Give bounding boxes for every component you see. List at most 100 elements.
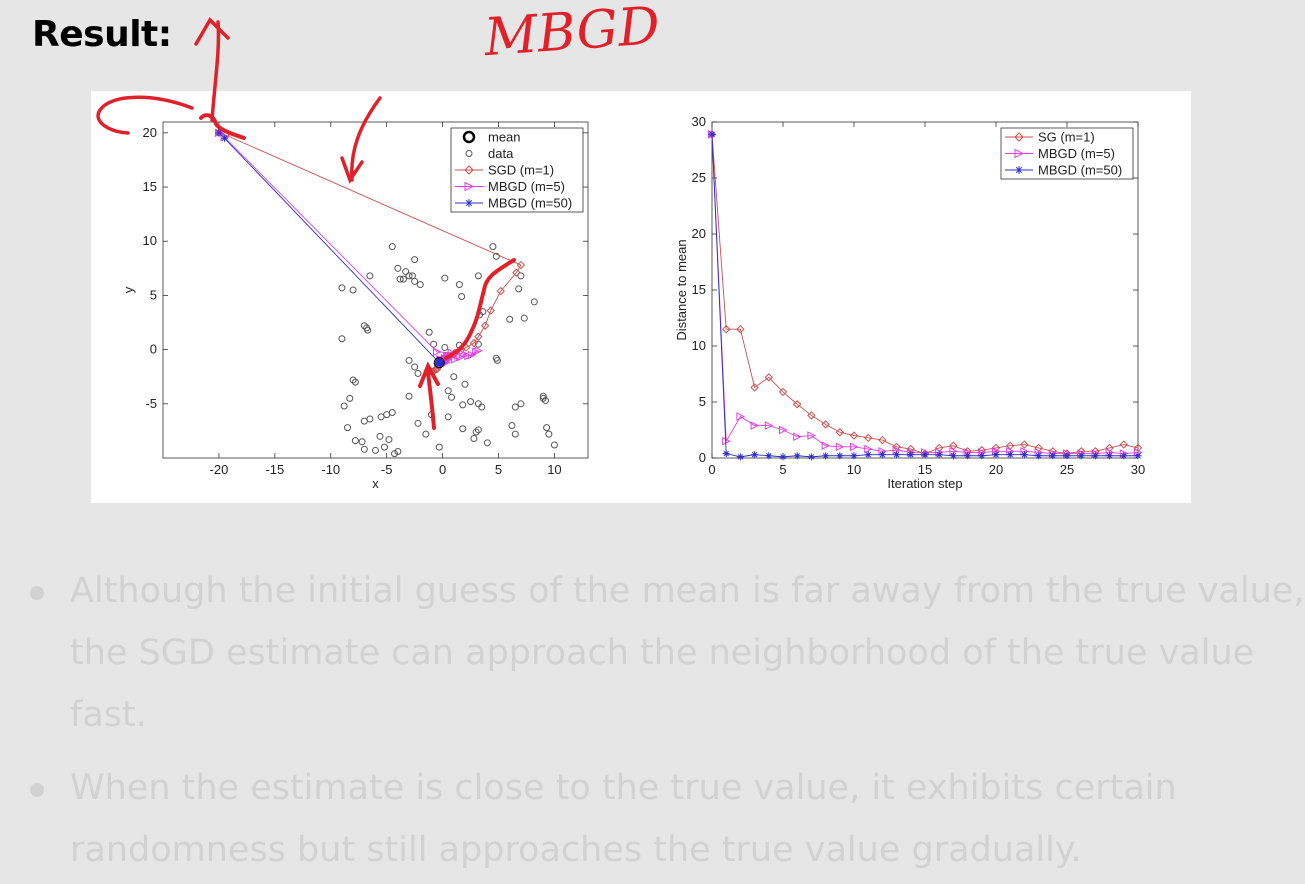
legend-label: mean [488,130,521,145]
data-point [489,243,497,251]
y-tick-label: 10 [143,233,157,248]
series-point [850,442,859,452]
data-point [444,387,452,395]
series-point [1049,452,1057,460]
legend-marker [464,181,475,192]
data-point [411,363,419,371]
data-point [411,256,419,264]
y-axis-label: y [121,286,136,293]
series-point [878,451,886,459]
series-point [807,453,815,461]
data-point [543,424,551,432]
series-point [864,451,872,459]
series-point [1105,443,1114,453]
y-tick-label: 10 [692,338,706,353]
series-point [750,421,760,430]
data-point [422,430,430,438]
data-point [376,432,384,440]
bullet-dot [30,586,44,600]
series-point [778,387,788,397]
series-point [850,452,858,460]
series-point [1020,451,1028,459]
series-point [907,451,915,459]
series-point [921,451,929,459]
data-point [550,441,558,449]
series-point [751,451,759,459]
series-point [949,452,957,460]
legend-label: SG (m=1) [1038,130,1095,145]
data-point [360,445,368,453]
result-heading: Result: [32,14,172,55]
data-point [430,340,438,348]
series-point [1134,452,1142,460]
series-point [750,383,759,392]
bullet-line: When the estimate is close to the true v… [70,768,1177,808]
y-tick-label: 15 [143,179,157,194]
handwritten-mbgd-label: MBGD [481,0,661,68]
series-point [792,400,802,409]
data-point [405,272,413,280]
series-point [863,433,873,443]
series-point [793,432,802,442]
data-point [511,403,519,411]
data-point [448,393,456,401]
y-tick-label: 15 [692,282,706,297]
data-point [349,376,357,384]
legend-marker [1015,166,1023,174]
data-point [508,421,516,429]
data-point [338,335,346,343]
data-point [459,425,467,433]
y-tick-label: 0 [699,450,706,465]
data-point [380,443,388,451]
series-point [822,452,830,460]
x-tick-label: 0 [439,462,446,477]
data-point [408,272,416,280]
series-point [835,442,845,452]
data-point [470,434,478,442]
series-point [878,435,887,445]
data-point [405,392,413,400]
x-tick-label: 10 [847,462,861,477]
series-point [764,373,774,382]
series-point [836,452,844,460]
y-tick-label: 30 [692,114,706,129]
data-point [346,394,354,402]
legend-marker [464,165,474,175]
data-point [344,424,352,432]
legend-label: MBGD (m=5) [1038,146,1115,161]
y-tick-label: 20 [692,226,706,241]
series-point [1133,443,1143,453]
series-point [764,421,774,430]
series-point [864,444,873,454]
series-point [1077,452,1085,460]
series-point [821,441,831,450]
data-point [435,443,443,451]
series-point [721,324,731,334]
series-point [215,129,223,137]
x-tick-label: 0 [708,462,715,477]
data-point [340,402,348,410]
data-point [450,373,458,381]
data-point [444,413,452,421]
figure-panel: -20 -15 -10 -5 0 5 10 -5 0 5 10 15 20 x y mean data SGD (… [91,91,1191,503]
data-point [391,450,399,458]
data-point [402,268,410,276]
series-point [793,452,801,460]
x-tick-label: -5 [381,462,393,477]
data-point [396,275,404,283]
series-point [1063,452,1071,460]
series-point [736,324,745,334]
series-point [807,411,816,420]
legend-mean-marker [462,130,476,144]
data-point [530,298,538,306]
bullet-dot [30,783,44,797]
legend-label: MBGD (m=50) [1038,163,1122,178]
series-point [992,451,1000,459]
data-point [405,356,413,364]
y-tick-label: 5 [150,287,157,302]
series-point [765,452,773,460]
y-tick-label: 25 [692,170,706,185]
data-point [399,275,407,283]
series-point [1106,452,1114,460]
series-point [821,420,830,429]
